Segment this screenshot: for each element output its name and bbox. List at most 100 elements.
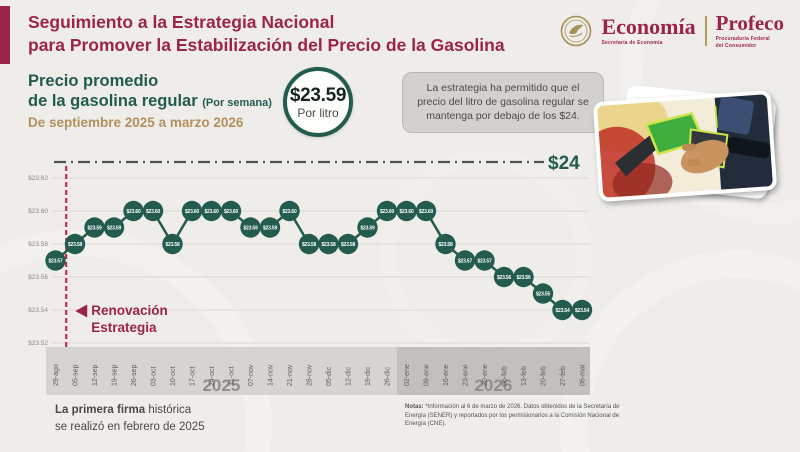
y-tick-label: $23.54 [28, 307, 48, 314]
gas-pump-illustration [579, 89, 780, 207]
data-point [259, 217, 281, 238]
chart-title-block: Precio promedio de la gasolina regular (… [28, 72, 272, 130]
x-tick-label: 07-nov [248, 364, 255, 386]
data-point-label: $23.58 [321, 242, 336, 248]
data-point-label: $23.57 [477, 258, 492, 264]
x-tick-label: 26-dic [385, 366, 392, 386]
data-point [84, 217, 105, 238]
x-tick-label: 02-ene [404, 364, 411, 386]
data-point-label: $23.57 [48, 258, 63, 264]
x-tick-label: 14-nov [268, 364, 275, 386]
data-point [396, 200, 417, 222]
data-point [513, 266, 534, 288]
data-point-label: $23.58 [302, 242, 317, 248]
data-point-label: $23.58 [341, 242, 356, 248]
data-point [376, 200, 398, 222]
data-point-label: $23.59 [87, 225, 102, 231]
renovation-annotation-line1: Renovación [91, 303, 168, 318]
page-title: Seguimiento a la Estrategia Nacional par… [28, 11, 505, 57]
data-point-label: $23.60 [146, 209, 161, 215]
profeco-subtitle: Procuraduría Federal del Consumidor [715, 36, 770, 49]
data-point [493, 266, 515, 288]
data-point-label: $23.58 [165, 242, 180, 248]
x-tick-label: 09-ene [424, 364, 431, 386]
data-point [435, 233, 456, 255]
data-point-label: $23.60 [204, 209, 219, 215]
x-tick-label: 05-dic [326, 366, 333, 386]
x-tick-label: 13-feb [521, 366, 528, 386]
x-tick-label: 16-ene [443, 364, 450, 386]
price-chart: 2025 2026 $23.62 $23.60 $23.58 $23.56 $23.54 $2… [18, 148, 638, 408]
x-tick-label: 03-oct [151, 366, 158, 386]
y-tick-label: $23.60 [28, 208, 48, 215]
data-point-label: $23.60 [185, 209, 200, 215]
data-point [45, 250, 66, 271]
price-line [54, 209, 582, 312]
x-tick-label: 06-feb [502, 366, 509, 386]
data-point-label: $23.59 [243, 225, 258, 231]
x-tick-label: 26-sep [131, 364, 138, 386]
data-point [64, 233, 86, 255]
economia-eagle-seal-icon [561, 15, 592, 47]
x-tick-label: 12-dic [346, 366, 353, 386]
brand-divider [704, 16, 707, 46]
data-point-label: $23.60 [399, 209, 414, 215]
x-tick-label: 24-oct [209, 366, 216, 386]
data-point [474, 250, 495, 271]
chart-title-line2: de la gasolina regular (Por semana) [28, 91, 272, 110]
footer-source-notes: Notas: *Información al 6 de marzo de 202… [405, 404, 620, 428]
economia-subtitle: Secretaría de Economía [601, 40, 663, 46]
data-point-label: $23.54 [575, 308, 590, 314]
data-point [571, 299, 593, 321]
data-point [337, 233, 359, 255]
strategy-callout: La estrategia ha permitido que el precio… [402, 72, 604, 133]
page-title-line2: para Promover la Estabilización del Prec… [28, 35, 505, 56]
price-chart-svg: 2025 2026 $23.62 $23.60 $23.58 $23.56 $23.54 $2… [28, 153, 593, 395]
data-point-label: $23.60 [126, 209, 141, 215]
price-badge: $23.59 Por litro [283, 67, 353, 137]
data-point-label: $23.60 [224, 209, 239, 215]
footer-firma-note: La primera firma histórica se realizó en… [55, 404, 205, 433]
x-tick-label: 05-sep [73, 364, 80, 386]
y-tick-label: $23.62 [28, 175, 48, 182]
y-tick-label: $23.52 [28, 340, 48, 347]
data-point-label: $23.59 [263, 225, 278, 231]
profeco-name: Profeco [715, 11, 784, 35]
data-point [298, 233, 320, 255]
year-band [396, 347, 590, 395]
data-point-label: $23.56 [516, 275, 531, 281]
data-point-label: $23.56 [497, 275, 512, 281]
year-band-label: 2026 [474, 376, 512, 395]
x-tick-label: 30-ene [482, 364, 489, 386]
year-band-label: 2025 [202, 376, 240, 395]
price-badge-value: $23.59 [289, 84, 347, 106]
data-point [532, 283, 554, 304]
data-point [181, 200, 203, 222]
x-tick-label: 28-nov [307, 364, 314, 386]
data-point [103, 217, 125, 238]
x-tick-label: 19-sep [112, 364, 119, 386]
renovation-annotation-line2: Estrategia [91, 320, 157, 335]
x-tick-label: 29-ago [53, 364, 60, 386]
chart-date-range: De septiembre 2025 a marzo 2026 [28, 114, 244, 130]
data-point-label: $23.55 [536, 291, 551, 297]
data-point [220, 200, 242, 222]
x-tick-label: 31-oct [229, 366, 236, 386]
data-point-label: $23.54 [555, 308, 570, 314]
data-point-label: $23.59 [360, 225, 375, 231]
data-point [240, 217, 261, 238]
x-tick-label: 12-sep [92, 364, 99, 386]
data-point [142, 200, 164, 222]
data-point [318, 233, 339, 255]
economia-wordmark: Economía Secretaría de Economía [601, 14, 696, 47]
x-tick-label: 06-mar [580, 363, 587, 386]
data-point [357, 217, 378, 238]
chart-title-line1: Precio promedio [28, 72, 159, 90]
photo-cutout-front [579, 89, 780, 207]
data-point-label: $23.58 [68, 242, 83, 248]
economia-name: Economía [601, 14, 696, 39]
data-point [415, 200, 437, 222]
data-point-label: $23.60 [282, 209, 297, 215]
reference-line-label: $24 [548, 153, 580, 174]
